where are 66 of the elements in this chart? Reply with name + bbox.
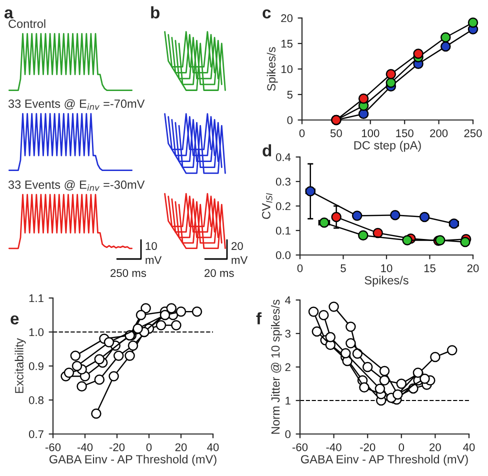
y-tick-label: 0.7 [28,430,44,438]
y-tick-label: 0.1 [276,226,290,235]
y-tick-label: 0.9 [28,362,44,370]
x-tick-label: 40 [207,443,219,452]
y-tick-label: 4 [285,296,291,304]
x-tick-label: -40 [326,443,342,452]
y-axis-title: Norm Jitter @ 10 spikes/s [271,300,282,434]
y-tick-label: 0 [285,430,291,438]
text: f [256,312,262,324]
x-axis-title: GABA Einv - AP Threshold (mV) [300,454,468,466]
text: 10 [146,242,157,250]
text: 20 ms [204,269,234,277]
x-tick-label: -20 [360,443,376,452]
chart-title: 33 Events @ E$_{inv}$ =-70mV [8,99,145,110]
y-axis-title: Excitability [14,338,26,393]
x-tick-label: 100 [362,129,380,138]
x-tick-label: 250 [464,129,482,138]
x-tick-label: 20 [175,443,187,452]
y-tick-label: 0.8 [28,396,44,404]
x-tick-label: -20 [109,443,125,452]
y-tick-label: 15 [281,40,293,48]
chart-title: Control [8,19,46,28]
x-tick-label: 150 [396,129,414,138]
y-tick-label: 1 [286,396,290,405]
text: b [151,6,160,18]
y-tick-label: 0.2 [276,202,290,210]
y-axis-title: Spikes/s [266,47,278,91]
y-tick-label: 0.4 [276,153,291,162]
x-tick-label: 0 [297,264,303,272]
y-tick-label: 1.1 [29,294,44,302]
x-tick-label: 0 [299,129,305,138]
text: 250 ms [110,269,146,277]
x-tick-label: 20 [467,264,479,272]
y-tick-label: 3 [285,330,290,338]
x-tick-label: 0 [146,443,152,452]
x-tick-label: -60 [292,443,308,452]
y-tick-label: 5 [287,90,293,99]
x-axis-title: GABA Einv - AP Threshold (mV) [49,454,216,466]
x-tick-label: -60 [45,443,61,452]
x-tick-label: 50 [330,129,342,138]
text: mV [146,256,162,264]
text: a [4,9,14,18]
x-tick-label: 15 [424,264,436,272]
x-axis-title: Spikes/s [364,276,408,287]
text: c [262,9,271,18]
y-tick-label: 0 [287,116,293,124]
text: d [262,144,272,156]
y-tick-label: 1.0 [29,328,44,336]
text: 20 [232,242,243,250]
y-tick-label: 0.0 [276,251,291,260]
y-tick-label: 0.3 [276,178,290,186]
y-tick-label: 2 [285,363,290,372]
text: e [10,315,19,324]
y-tick-label: 20 [281,14,293,22]
x-tick-label: 40 [463,443,475,452]
chart-title: 33 Events @ E$_{inv}$ =-30mV [8,180,145,191]
x-tick-label: 0 [398,443,404,452]
x-tick-label: -40 [77,443,93,452]
x-tick-label: 10 [381,264,392,272]
y-tick-label: 10 [281,65,293,74]
y-axis-title: CV$_{ISI}$ [262,193,272,219]
x-tick-label: 20 [430,443,441,452]
x-tick-label: 200 [430,129,448,138]
text: mV [232,256,248,264]
x-axis-title: DC step (pA) [354,140,421,152]
x-tick-label: 5 [340,264,346,272]
